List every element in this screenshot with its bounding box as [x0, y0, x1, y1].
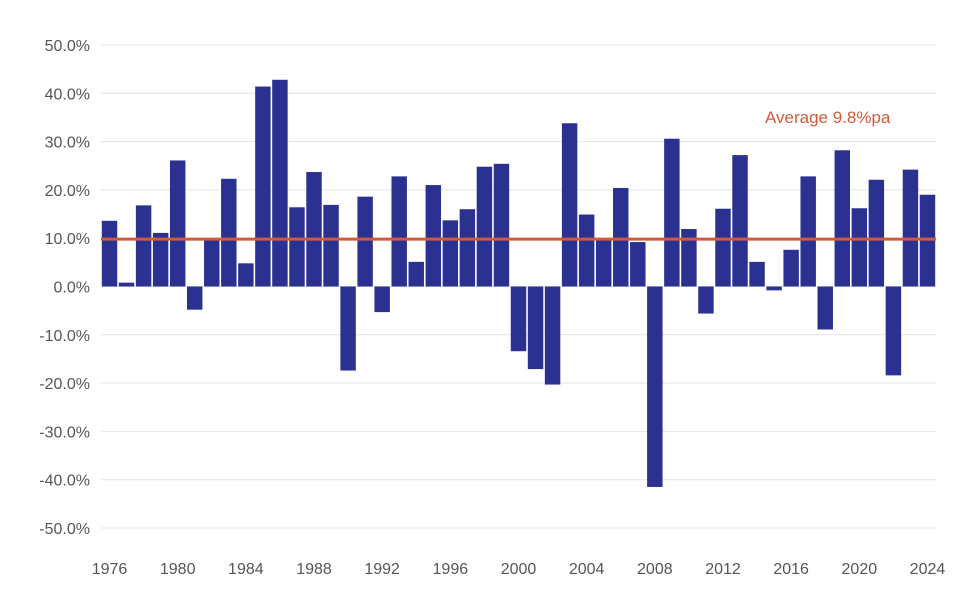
bar-1977	[118, 282, 135, 287]
bar-1983	[221, 178, 237, 287]
bar-2008	[647, 286, 663, 487]
x-tick-label: 2020	[842, 561, 878, 578]
x-tick-label: 2024	[910, 561, 946, 578]
bar-1988	[306, 172, 322, 287]
average-label: Average 9.8%pa	[765, 108, 891, 127]
bar-2017	[800, 176, 816, 287]
bar-2001	[527, 286, 544, 370]
bar-2007	[630, 242, 646, 287]
bar-1997	[459, 209, 476, 287]
bar-1981	[187, 286, 203, 310]
bar-2015	[766, 286, 782, 291]
x-tick-label: 1992	[364, 561, 400, 578]
bar-1990	[340, 286, 356, 371]
y-tick-label: 50.0%	[45, 38, 90, 55]
bar-2019	[834, 150, 850, 287]
bar-1979	[152, 232, 169, 287]
x-tick-label: 2000	[501, 561, 537, 578]
y-tick-label: -40.0%	[39, 473, 90, 490]
y-tick-label: -10.0%	[39, 328, 90, 345]
x-tick-label: 1984	[228, 561, 264, 578]
bar-1985	[255, 86, 271, 287]
bar-2020	[851, 208, 868, 287]
bar-2002	[544, 286, 561, 385]
bar-2023	[902, 169, 919, 287]
bar-2004	[578, 214, 595, 287]
bar-2014	[749, 261, 765, 287]
bar-2013	[732, 155, 748, 287]
x-axis-ticks: 1976 1980 1984 1988 1992 1996 2000 2004 2008 2012…	[92, 561, 946, 578]
bar-1994	[408, 261, 424, 287]
x-tick-label: 1976	[92, 561, 128, 578]
y-axis-ticks: 50.0% 40.0% 30.0% 20.0% 10.0% 0.0% -10.0% -20.0…	[39, 38, 90, 538]
y-tick-label: -30.0%	[39, 424, 90, 441]
bar-1993	[391, 176, 407, 287]
bar-1984	[238, 263, 254, 287]
bar-2010	[681, 229, 697, 287]
bar-1976	[101, 220, 118, 287]
bar-2011	[698, 286, 714, 314]
bar-2006	[613, 187, 629, 287]
bar-1998	[476, 166, 493, 287]
bar-2003	[561, 123, 578, 287]
x-tick-label: 1996	[433, 561, 469, 578]
bar-1982	[204, 239, 220, 287]
y-tick-label: 40.0%	[45, 86, 90, 103]
y-tick-label: 10.0%	[45, 231, 90, 248]
bar-1987	[289, 207, 305, 287]
x-tick-label: 2012	[705, 561, 741, 578]
bar-1989	[323, 204, 339, 287]
bar-2021	[868, 179, 885, 287]
bar-2005	[595, 239, 612, 287]
bar-1995	[425, 185, 442, 287]
bar-2016	[783, 249, 799, 287]
y-tick-label: 0.0%	[54, 280, 90, 297]
bar-2000	[510, 286, 527, 352]
x-tick-label: 1980	[160, 561, 196, 578]
bar-1996	[442, 220, 459, 287]
y-tick-label: 30.0%	[45, 135, 90, 152]
bar-1999	[493, 163, 510, 287]
bar-2012	[715, 208, 731, 287]
bar-series	[101, 79, 936, 487]
bar-1992	[374, 286, 390, 313]
bar-1980	[169, 160, 186, 287]
x-tick-label: 2004	[569, 561, 605, 578]
y-tick-label: 20.0%	[45, 183, 90, 200]
bar-2009	[664, 138, 680, 287]
y-tick-label: -20.0%	[39, 376, 90, 393]
x-tick-label: 2008	[637, 561, 673, 578]
y-tick-label: -50.0%	[39, 521, 90, 538]
x-tick-label: 1988	[296, 561, 332, 578]
bar-2022	[885, 286, 902, 376]
x-tick-label: 2016	[773, 561, 809, 578]
bar-1991	[357, 196, 373, 287]
bar-1978	[135, 205, 152, 287]
bar-1986	[272, 79, 288, 287]
bar-2018	[817, 286, 833, 330]
